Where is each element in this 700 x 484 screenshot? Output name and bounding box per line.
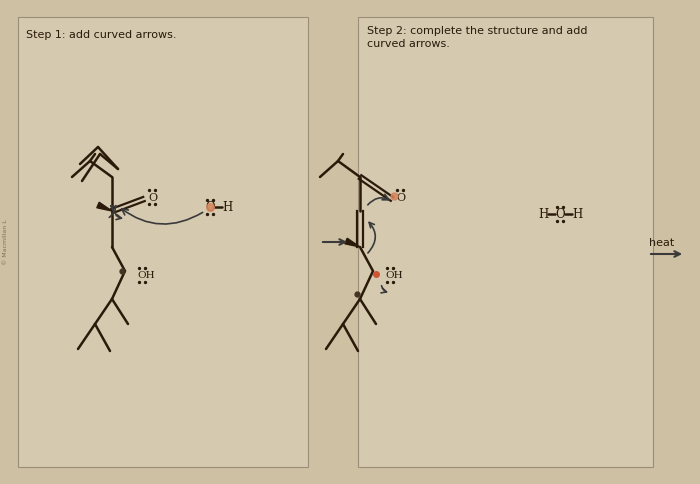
Text: Step 1: add curved arrows.: Step 1: add curved arrows. <box>26 30 176 40</box>
Text: O: O <box>205 201 215 214</box>
FancyArrowPatch shape <box>368 223 375 254</box>
Text: heat: heat <box>650 238 675 247</box>
Bar <box>358 18 653 467</box>
Text: H: H <box>572 208 582 221</box>
Text: © Macmillan L: © Macmillan L <box>4 219 8 264</box>
Text: Step 2: complete the structure and add
curved arrows.: Step 2: complete the structure and add c… <box>367 26 587 49</box>
FancyArrowPatch shape <box>122 210 202 225</box>
Text: H: H <box>222 201 232 214</box>
Text: O: O <box>555 208 565 221</box>
Text: O: O <box>148 193 157 203</box>
Text: OH: OH <box>385 271 402 280</box>
Polygon shape <box>345 239 360 247</box>
Text: H: H <box>538 208 548 221</box>
FancyArrowPatch shape <box>368 195 389 205</box>
Bar <box>18 18 308 467</box>
Polygon shape <box>97 203 112 212</box>
Text: O: O <box>396 193 405 203</box>
FancyArrowPatch shape <box>109 206 116 218</box>
FancyArrowPatch shape <box>381 286 386 293</box>
Text: OH: OH <box>137 271 155 280</box>
FancyArrowPatch shape <box>115 206 121 220</box>
